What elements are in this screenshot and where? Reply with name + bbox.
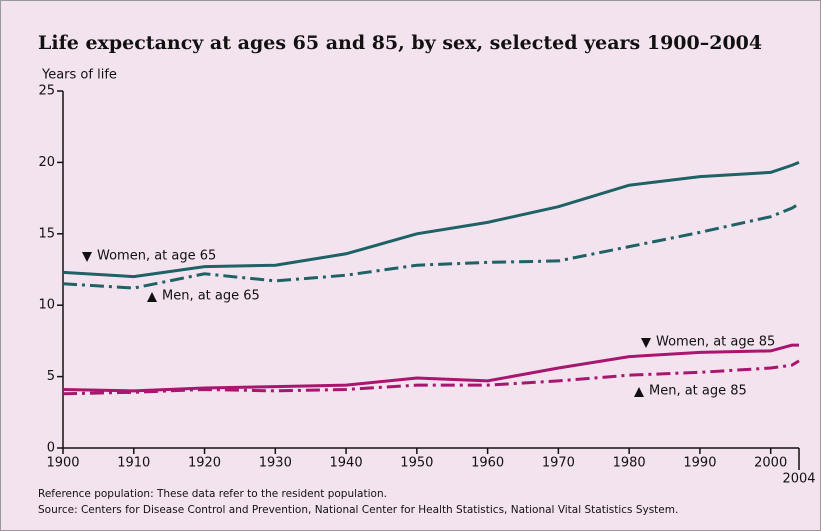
y-tick-label: 15: [38, 226, 55, 241]
y-tick-label: 10: [38, 298, 55, 313]
note: Reference population: These data refer t…: [38, 488, 387, 500]
x-tick-label: 1960: [471, 456, 504, 471]
x-tick-label: 2000: [754, 456, 787, 471]
series-label: Women, at age 85: [656, 335, 775, 350]
x-tick-label: 1940: [330, 456, 363, 471]
x-tick-label: 1980: [613, 456, 646, 471]
label-pointer: [634, 387, 644, 397]
series-line: [62, 359, 800, 396]
x-tick-label: 1910: [117, 456, 150, 471]
series-line: [62, 202, 800, 290]
note: Source: Centers for Disease Control and …: [38, 504, 678, 516]
y-tick-label: 25: [38, 84, 55, 99]
label-pointer: [641, 338, 651, 348]
label-pointer: [147, 292, 157, 302]
series-label: Women, at age 65: [97, 249, 216, 264]
y-axis-label: Years of life: [41, 68, 117, 83]
x-tick-label: 1930: [259, 456, 292, 471]
series-label: Men, at age 85: [649, 384, 747, 399]
x-tick-label: 1990: [683, 456, 716, 471]
x-tick-label: 1950: [400, 456, 433, 471]
x-tick-label: 1920: [188, 456, 221, 471]
x-tick-label: 2004: [782, 472, 815, 487]
series-line: [62, 161, 800, 279]
x-tick-label: 1970: [542, 456, 575, 471]
y-tick-label: 0: [47, 441, 55, 456]
y-tick-label: 20: [38, 155, 55, 170]
y-tick-label: 5: [47, 369, 55, 384]
series-label: Men, at age 65: [162, 289, 260, 304]
x-tick-label: 1900: [46, 456, 79, 471]
chart-title: Life expectancy at ages 65 and 85, by se…: [38, 32, 762, 54]
label-pointer: [82, 252, 92, 262]
